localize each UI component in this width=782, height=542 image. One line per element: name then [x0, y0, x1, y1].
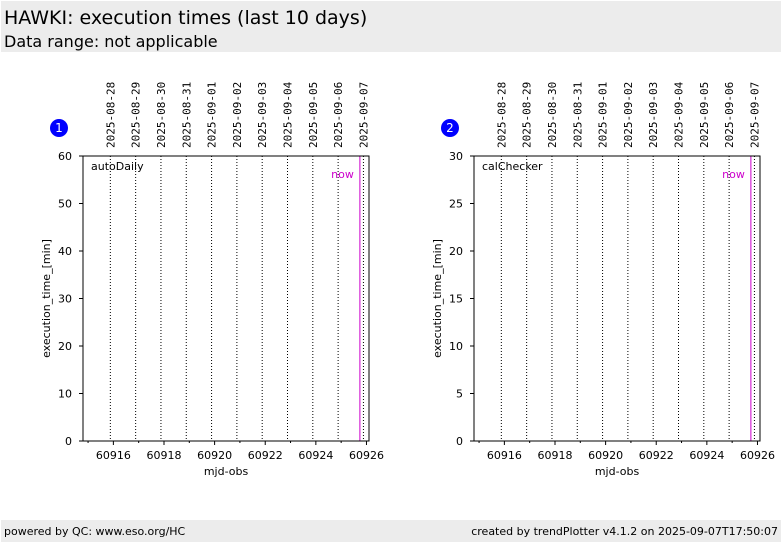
date-tick-label: 2025-09-03: [647, 82, 660, 148]
x-tick-label: 60920: [197, 449, 232, 462]
panel-number-badge: [441, 119, 459, 137]
x-tick-label: 60926: [740, 449, 775, 462]
chart-panel-calchecker: 2 2025-08-28 2025-08-29 2025-08-30 2025-08-3…: [431, 81, 775, 478]
now-marker-label: now: [722, 168, 745, 181]
x-tick-label: 60924: [298, 449, 333, 462]
plot-frame: [82, 155, 370, 442]
x-tick-label: 60916: [96, 449, 131, 462]
x-tick-label: 60918: [146, 449, 181, 462]
page-title: HAWKI: execution times (last 10 days): [4, 7, 368, 29]
y-tick-label: 50: [58, 198, 72, 211]
y-tick-label: 30: [58, 293, 72, 306]
date-tick-label: 2025-09-05: [307, 82, 320, 148]
date-tick-label: 2025-08-29: [130, 82, 143, 148]
date-tick-label: 2025-08-31: [180, 82, 193, 148]
now-marker-label: now: [331, 168, 354, 181]
date-tick-label: 2025-09-03: [256, 82, 269, 148]
date-tick-label: 2025-09-06: [723, 82, 736, 148]
y-axis-label: execution_time_[min]: [431, 239, 444, 358]
date-tick-label: 2025-09-02: [622, 82, 635, 148]
y-tick-label: 20: [449, 245, 463, 258]
date-tick-label: 2025-09-05: [698, 82, 711, 148]
x-tick-label: 60922: [639, 449, 674, 462]
y-tick-label: 10: [58, 388, 72, 401]
date-tick-label: 2025-08-28: [495, 82, 508, 148]
date-tick-label: 2025-09-04: [673, 81, 686, 148]
x-tick-label: 60926: [349, 449, 384, 462]
panel-label: autoDaily: [91, 160, 144, 173]
x-axis-label: mjd-obs: [595, 465, 640, 478]
y-tick-label: 5: [456, 388, 463, 401]
x-tick-label: 60922: [248, 449, 283, 462]
x-tick-label: 60920: [588, 449, 623, 462]
date-tick-label: 2025-08-29: [521, 82, 534, 148]
report-header: HAWKI: execution times (last 10 days) Da…: [1, 1, 781, 52]
x-tick-label: 60916: [487, 449, 522, 462]
chart-panel-autodaily: 1 2025-08-28 2025-08-29 2025-08-30 2025-08-3…: [40, 81, 384, 478]
panel-number-label: 2: [446, 121, 454, 135]
date-tick-label: 2025-09-06: [332, 82, 345, 148]
page-subtitle: Data range: not applicable: [4, 32, 218, 51]
y-axis-label: execution_time_[min]: [40, 239, 53, 358]
date-tick-label: 2025-08-28: [104, 82, 117, 148]
y-tick-label: 30: [449, 150, 463, 163]
date-tick-label: 2025-09-07: [748, 82, 761, 148]
y-tick-label: 60: [58, 150, 72, 163]
footer-credit: powered by QC: www.eso.org/HC: [4, 525, 186, 538]
y-tick-label: 25: [449, 198, 463, 211]
x-tick-label: 60918: [537, 449, 572, 462]
plot-frame: [473, 155, 761, 442]
y-tick-label: 15: [449, 293, 463, 306]
y-tick-label: 40: [58, 245, 72, 258]
x-tick-label: 60924: [689, 449, 724, 462]
date-tick-label: 2025-08-30: [546, 82, 559, 148]
date-tick-label: 2025-09-02: [231, 82, 244, 148]
y-tick-label: 0: [456, 435, 463, 448]
date-tick-label: 2025-09-07: [357, 82, 370, 148]
footer-timestamp: created by trendPlotter v4.1.2 on 2025-0…: [471, 525, 778, 538]
y-tick-label: 0: [65, 435, 72, 448]
panel-label: calChecker: [482, 160, 543, 173]
y-tick-label: 20: [58, 340, 72, 353]
x-axis-label: mjd-obs: [204, 465, 249, 478]
y-tick-label: 10: [449, 340, 463, 353]
date-tick-label: 2025-08-31: [571, 82, 584, 148]
report-footer: powered by QC: www.eso.org/HC created by…: [1, 520, 781, 542]
date-tick-label: 2025-09-01: [206, 82, 219, 148]
date-tick-label: 2025-09-01: [597, 82, 610, 148]
date-tick-label: 2025-09-04: [282, 81, 295, 148]
date-tick-label: 2025-08-30: [155, 82, 168, 148]
panel-number-label: 1: [55, 121, 63, 135]
panel-number-badge: [50, 119, 68, 137]
